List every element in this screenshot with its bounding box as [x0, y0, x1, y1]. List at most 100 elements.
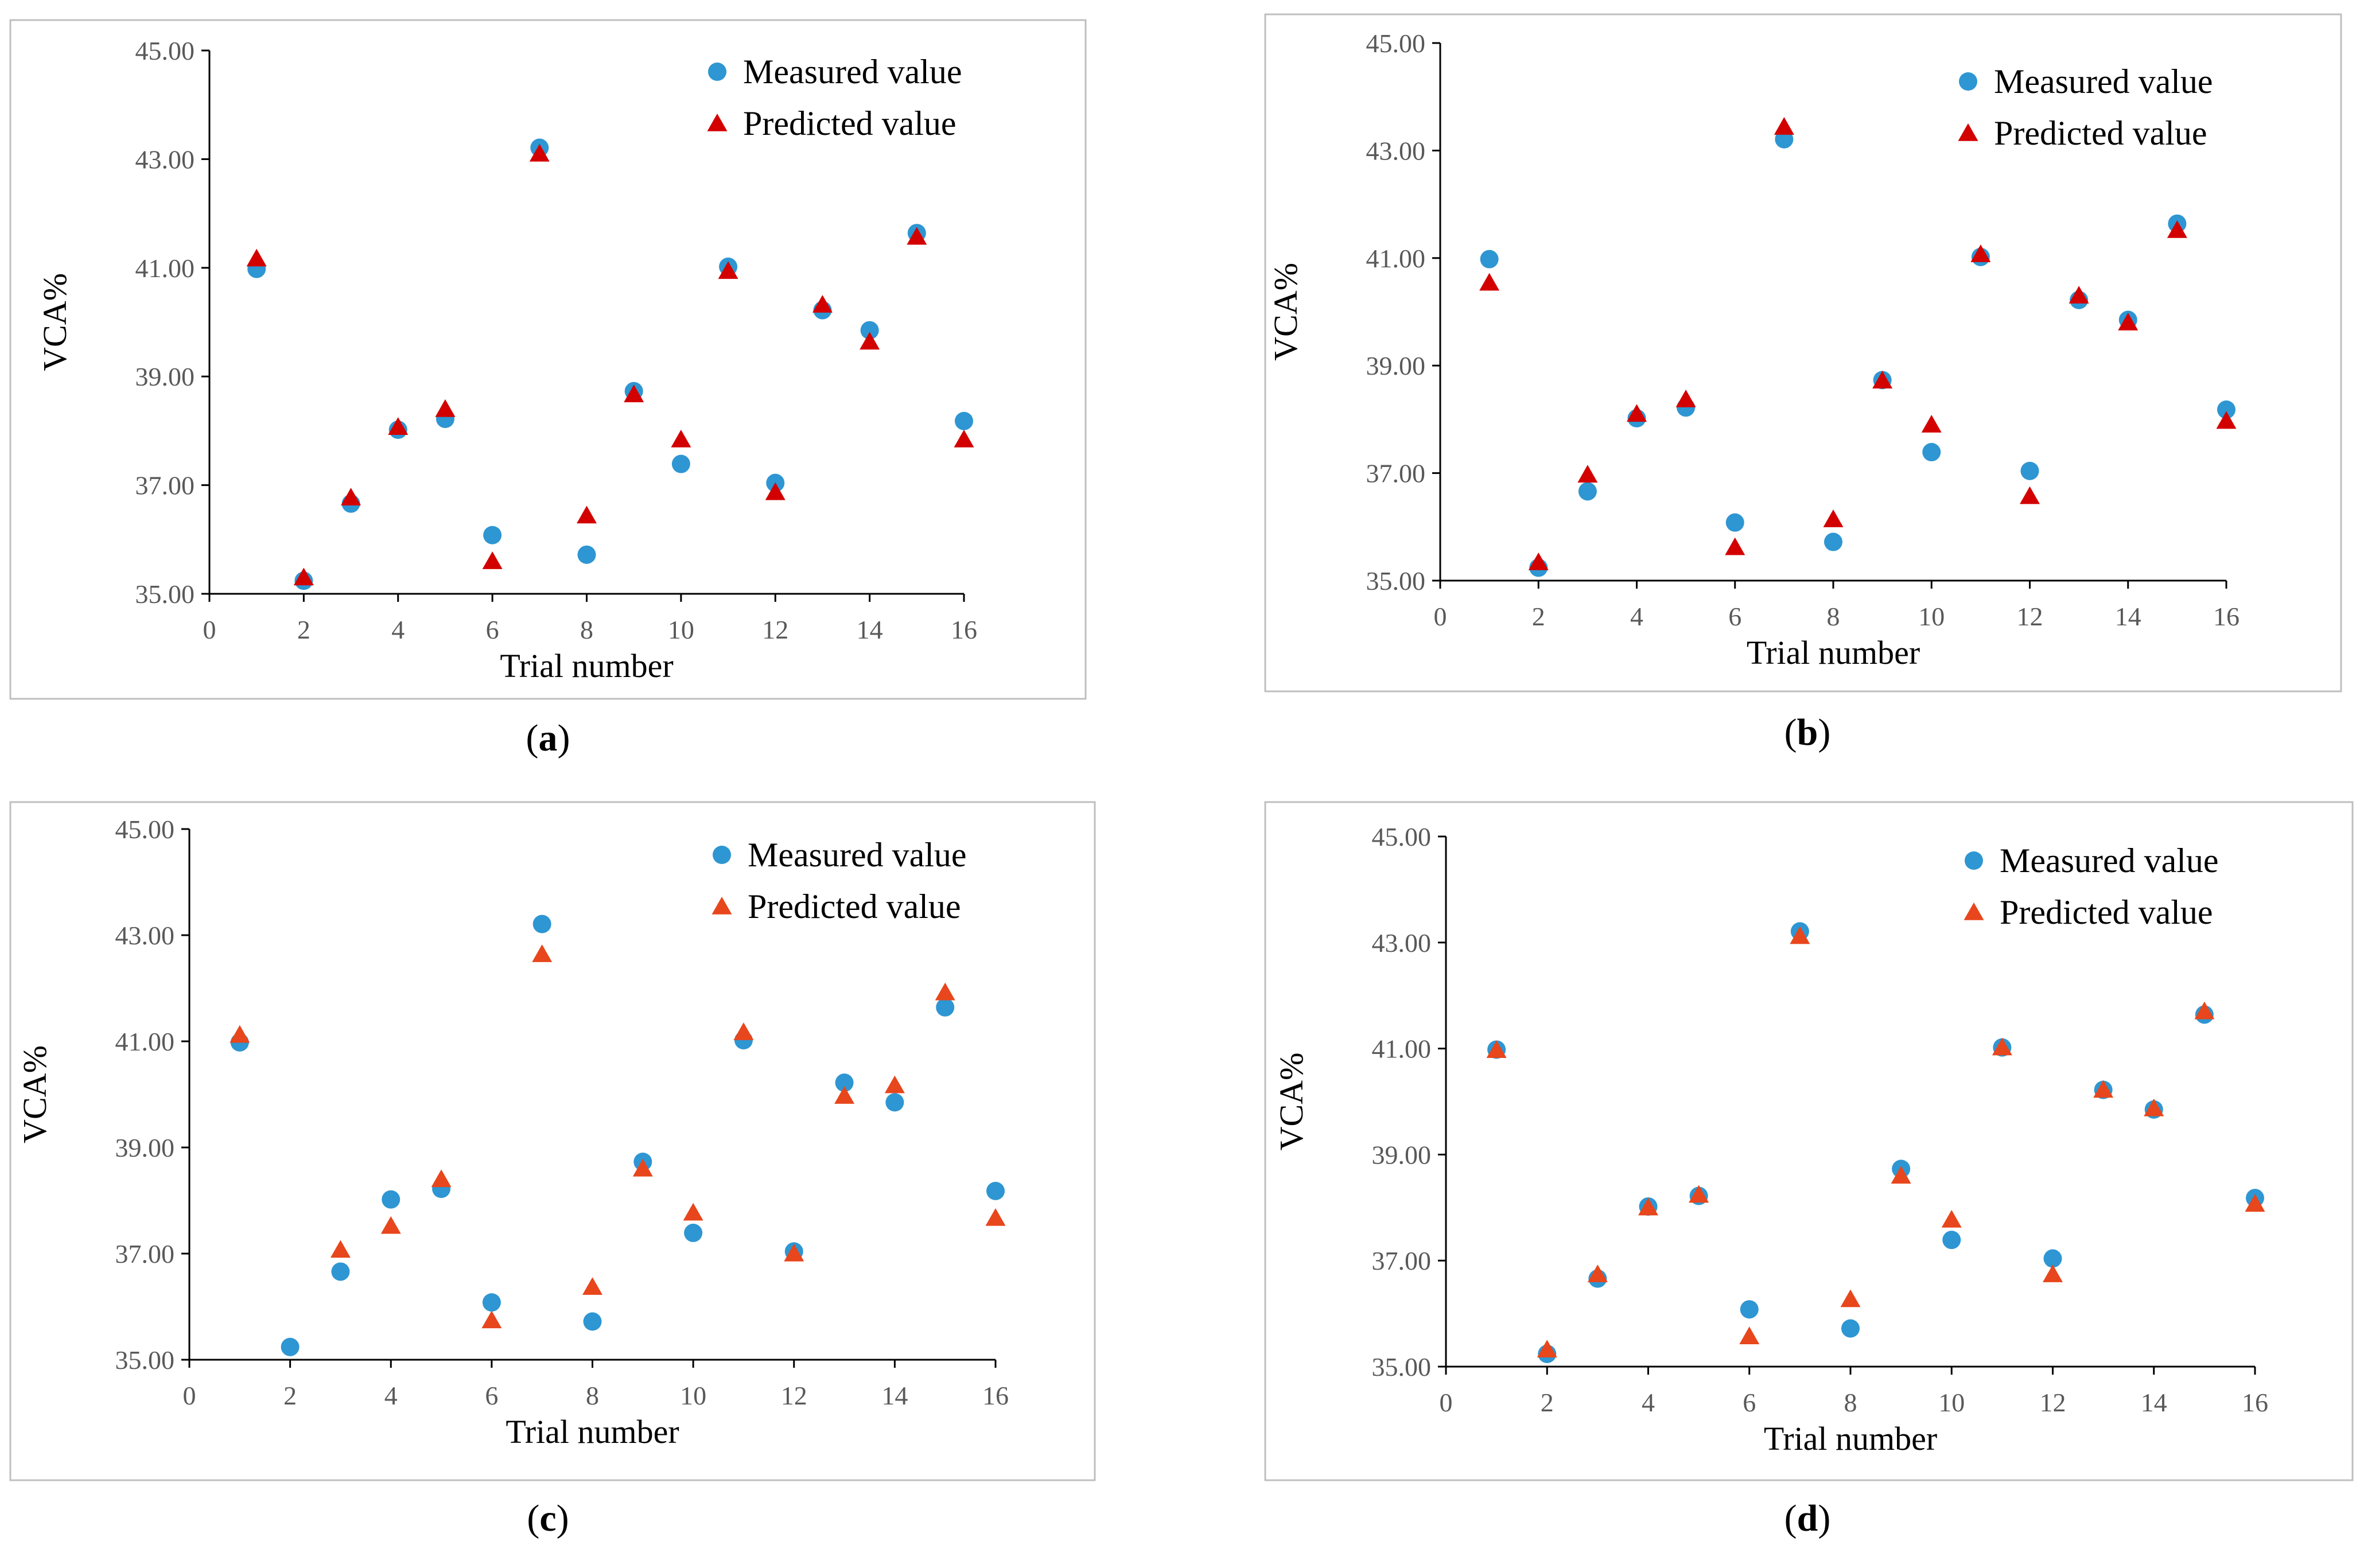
x-tick-label: 12 [2017, 602, 2043, 631]
y-tick-label: 37.00 [1366, 459, 1426, 488]
chart-panel-c: 35.00 37.00 39.00 41.00 43.00 45.00 0 2 4 6 8 10 12 1… [9, 801, 1096, 1539]
y-tick-label: 45.00 [1372, 822, 1432, 851]
measured-point [1824, 532, 1842, 551]
predicted-point [985, 1208, 1006, 1226]
y-axis-title: VCA% [16, 1045, 53, 1143]
x-axis-title: Trial number [500, 647, 673, 684]
measured-point [1841, 1319, 1860, 1338]
measured-point [936, 998, 955, 1017]
predicted-point [2069, 286, 2089, 304]
predicted-point [1872, 371, 1893, 389]
predicted-point [954, 429, 974, 448]
predicted-point [529, 143, 550, 162]
predicted-point [1823, 509, 1844, 527]
legend-measured-label: Measured value [748, 836, 967, 874]
predicted-point [834, 1086, 855, 1104]
predicted-point [1941, 1209, 1962, 1228]
x-tick-label: 8 [1844, 1388, 1857, 1417]
panel-caption: (b) [1784, 711, 1831, 753]
predicted-point [1790, 926, 1810, 944]
legend-measured-marker [713, 846, 731, 864]
predicted-point [765, 482, 786, 500]
x-tick-label: 14 [2141, 1388, 2167, 1417]
predicted-point [1840, 1289, 1861, 1308]
panel-caption: (d) [1784, 1497, 1831, 1539]
predicted-point [2167, 220, 2187, 238]
predicted-point [582, 1277, 602, 1295]
predicted-point [1627, 404, 1647, 422]
y-axis-title: VCA% [1273, 1053, 1310, 1151]
x-tick-label: 14 [881, 1381, 908, 1410]
y-tick-label: 41.00 [115, 1027, 175, 1056]
x-tick-label: 0 [183, 1381, 196, 1410]
x-tick-label: 8 [580, 615, 593, 644]
y-axis-title: VCA% [36, 273, 73, 371]
measured-point [860, 321, 879, 340]
x-tick-label: 8 [586, 1381, 599, 1410]
predicted-point [435, 399, 456, 417]
x-tick-label: 16 [2242, 1388, 2268, 1417]
predicted-point [2194, 1001, 2215, 1020]
predicted-point [380, 1216, 401, 1234]
y-tick-label: 39.00 [1366, 351, 1426, 380]
predicted-point [884, 1075, 905, 1094]
predicted-point [2093, 1080, 2114, 1098]
measured-point [382, 1190, 401, 1209]
measured-point [577, 545, 596, 564]
y-tick-label: 43.00 [115, 921, 175, 950]
measured-point [281, 1337, 300, 1356]
y-tick-label: 39.00 [1372, 1140, 1432, 1169]
legend-predicted-label: Predicted value [1994, 114, 2207, 152]
chart-frame [9, 19, 1087, 700]
measured-point [1578, 482, 1597, 501]
measured-point [1740, 1300, 1759, 1319]
y-tick-label: 39.00 [135, 362, 195, 391]
predicted-point [2043, 1264, 2063, 1282]
predicted-point [718, 261, 738, 279]
x-tick-label: 12 [762, 615, 788, 644]
measured-point [955, 411, 973, 430]
legend-predicted-marker [1964, 902, 1984, 920]
predicted-point [907, 227, 927, 245]
x-tick-label: 6 [485, 1381, 498, 1410]
chart-frame [1264, 801, 2354, 1481]
predicted-point [2118, 313, 2139, 330]
x-tick-label: 4 [1642, 1388, 1655, 1417]
measured-point [835, 1073, 854, 1092]
x-tick-label: 2 [1532, 602, 1545, 631]
y-axis-title: VCA% [1267, 263, 1304, 361]
predicted-point [1638, 1197, 1658, 1216]
x-tick-label: 6 [1743, 1388, 1756, 1417]
x-tick-label: 0 [203, 615, 216, 644]
chart-frame [9, 801, 1096, 1481]
predicted-point [1577, 465, 1598, 483]
y-tick-label: 43.00 [1366, 136, 1426, 165]
predicted-point [1486, 1040, 1507, 1058]
y-tick-label: 41.00 [1372, 1034, 1432, 1064]
chart-panel-d: 35.00 37.00 39.00 41.00 43.00 45.00 0 2 4 6 8 10 12 1… [1264, 801, 2354, 1539]
x-tick-label: 0 [1440, 1388, 1453, 1417]
measured-point [2020, 461, 2039, 480]
measured-point [2217, 400, 2235, 419]
measured-point [684, 1223, 703, 1242]
y-tick-label: 41.00 [135, 254, 195, 283]
x-tick-label: 14 [2115, 602, 2141, 631]
measured-point [2043, 1249, 2062, 1268]
x-tick-label: 16 [951, 615, 977, 644]
predicted-point [1587, 1264, 1608, 1282]
panel-caption: (a) [526, 717, 570, 759]
x-tick-label: 4 [391, 615, 405, 644]
x-tick-label: 2 [283, 1381, 297, 1410]
predicted-point [388, 417, 409, 435]
legend-measured-marker [708, 63, 726, 81]
y-tick-label: 45.00 [1366, 29, 1426, 58]
x-axis-title: Trial number [1747, 634, 1920, 671]
legend-measured-marker [1959, 72, 1977, 91]
predicted-point [2020, 486, 2040, 504]
predicted-point [577, 505, 597, 524]
predicted-point [784, 1243, 804, 1262]
x-tick-label: 10 [680, 1381, 706, 1410]
measured-point [1922, 443, 1941, 462]
legend-predicted-label: Predicted value [2000, 893, 2213, 931]
